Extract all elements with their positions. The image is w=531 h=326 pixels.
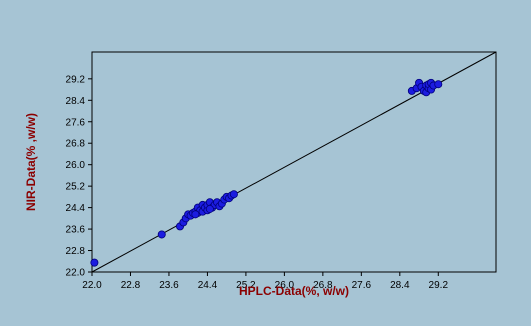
x-axis: 22.0 22.8 23.6 24.4 25.2 26.0 26.8 27.6 28.4 29.2 (82, 272, 448, 291)
x-tick-label: 26.8 (313, 280, 333, 291)
y-tick-label: 27.6 (66, 117, 86, 128)
y-tick-label: 23.6 (66, 225, 86, 236)
x-tick-label: 25.2 (236, 280, 256, 291)
y-axis-title: NIR-Data(% ,w/w) (24, 113, 38, 211)
x-tick-label: 22.0 (82, 280, 102, 291)
data-point (205, 204, 214, 213)
y-tick-label: 22.8 (66, 246, 86, 257)
x-tick-label: 26.0 (275, 280, 295, 291)
x-tick-label: 27.6 (352, 280, 372, 291)
data-point (157, 230, 166, 239)
y-tick-label: 22.0 (66, 268, 86, 279)
x-tick-label: 22.8 (121, 280, 141, 291)
y-tick-label: 26.8 (66, 139, 86, 150)
y-tick-label: 24.4 (66, 203, 86, 214)
data-point (90, 258, 99, 267)
y-axis: 22.0 22.8 23.6 24.4 25.2 26.0 26.8 27.6 28.4 29.2 (66, 74, 92, 279)
data-points (90, 78, 443, 267)
y-tick-label: 28.4 (66, 96, 86, 107)
x-tick-label: 24.4 (198, 280, 218, 291)
x-tick-label: 28.4 (390, 280, 410, 291)
data-point (229, 190, 238, 199)
x-tick-label: 29.2 (429, 280, 449, 291)
plot-frame (91, 51, 497, 273)
data-point (191, 210, 200, 219)
x-axis-title: HPLC-Data(%, w/w) (239, 284, 349, 298)
y-tick-label: 26.0 (66, 160, 86, 171)
data-point (434, 80, 443, 89)
y-tick-label: 29.2 (66, 74, 86, 85)
x-tick-label: 23.6 (159, 280, 179, 291)
y-tick-label: 25.2 (66, 182, 86, 193)
